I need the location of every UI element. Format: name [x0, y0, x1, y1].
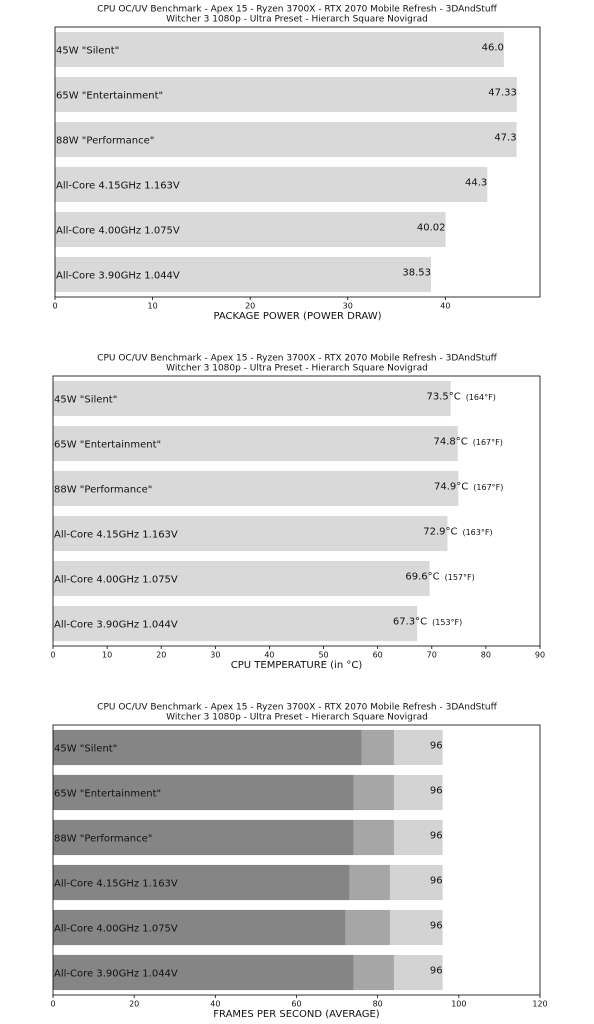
category-label: All-Core 4.00GHz 1.075V	[56, 226, 180, 237]
category-label: 65W "Entertainment"	[54, 789, 161, 800]
plot-frame	[54, 26, 541, 298]
category-label: 45W "Silent"	[54, 395, 117, 406]
category-label: 65W "Entertainment"	[56, 91, 163, 102]
bar	[53, 605, 418, 642]
bar	[55, 166, 488, 203]
value-label: 47.33	[488, 88, 517, 99]
category-label: All-Core 4.15GHz 1.163V	[54, 879, 178, 890]
category-label: All-Core 4.15GHz 1.163V	[56, 181, 180, 192]
x-tick-label: 80	[481, 651, 491, 660]
x-tick-label: 50	[318, 651, 328, 660]
x-tick-label: 0	[50, 651, 55, 660]
secondary-label: (167°F)	[473, 483, 503, 492]
chart-subtitle: Witcher 3 1080p - Ultra Preset - Hierarc…	[166, 713, 428, 723]
secondary-label: (157°F)	[445, 573, 475, 582]
secondary-label: (153°F)	[432, 618, 462, 627]
bar	[55, 256, 431, 293]
value-label: 96	[430, 741, 443, 752]
secondary-label: (163°F)	[462, 528, 492, 537]
value-label: 69.6°C	[405, 572, 439, 583]
value-label: 96	[430, 876, 443, 887]
x-tick-label: 100	[451, 1000, 466, 1009]
value-label: 96	[430, 831, 443, 842]
x-tick-label: 20	[156, 651, 166, 660]
x-axis-label: CPU TEMPERATURE (in °C)	[231, 660, 363, 671]
x-tick-label: 40	[440, 302, 450, 311]
plot-frame	[52, 375, 541, 647]
x-tick-label: 40	[210, 1000, 220, 1009]
bar	[53, 729, 362, 766]
x-tick-label: 20	[129, 1000, 139, 1009]
category-label: 88W "Performance"	[54, 834, 152, 845]
category-label: All-Core 3.90GHz 1.044V	[56, 271, 180, 282]
bar	[53, 515, 448, 552]
bar	[55, 121, 517, 158]
bar	[53, 380, 451, 417]
category-label: All-Core 3.90GHz 1.044V	[54, 620, 178, 631]
bar	[53, 774, 354, 811]
x-tick-label: 10	[102, 651, 112, 660]
category-label: 45W "Silent"	[56, 46, 119, 57]
bar	[55, 211, 446, 248]
value-label: 96	[430, 966, 443, 977]
x-tick-label: 20	[245, 302, 255, 311]
value-label: 74.8°C	[434, 437, 468, 448]
category-label: 88W "Performance"	[56, 136, 154, 147]
value-label: 67.3°C	[393, 617, 427, 628]
chart-subtitle: Witcher 3 1080p - Ultra Preset - Hierarc…	[166, 15, 428, 25]
value-label: 96	[430, 786, 443, 797]
category-label: All-Core 4.00GHz 1.075V	[54, 924, 178, 935]
bar	[55, 76, 517, 113]
bar	[53, 470, 459, 507]
bar	[53, 954, 354, 991]
value-label: 96	[430, 921, 443, 932]
secondary-label: (164°F)	[466, 393, 496, 402]
chart-title: CPU OC/UV Benchmark - Apex 15 - Ryzen 37…	[97, 5, 497, 15]
chart-subtitle: Witcher 3 1080p - Ultra Preset - Hierarc…	[166, 364, 428, 374]
bar	[55, 31, 504, 68]
x-tick-label: 70	[427, 651, 437, 660]
bar	[53, 560, 430, 597]
x-axis-label: FRAMES PER SECOND (AVERAGE)	[213, 1009, 380, 1020]
bar	[53, 909, 346, 946]
value-label: 73.5°C	[426, 392, 460, 403]
x-tick-label: 90	[535, 651, 545, 660]
x-tick-label: 30	[343, 302, 353, 311]
bar	[53, 864, 350, 901]
secondary-label: (167°F)	[473, 438, 503, 447]
x-tick-label: 10	[147, 302, 157, 311]
value-label: 38.53	[402, 268, 431, 279]
category-label: 88W "Performance"	[54, 485, 152, 496]
category-label: 65W "Entertainment"	[54, 440, 161, 451]
category-label: All-Core 4.15GHz 1.163V	[54, 530, 178, 541]
value-label: 72.9°C	[423, 527, 457, 538]
value-label: 44.3	[465, 178, 487, 189]
bar	[53, 425, 458, 462]
category-label: All-Core 3.90GHz 1.044V	[54, 969, 178, 980]
x-tick-label: 120	[532, 1000, 547, 1009]
plot-frame	[52, 724, 541, 996]
x-tick-label: 60	[291, 1000, 301, 1009]
category-label: All-Core 4.00GHz 1.075V	[54, 575, 178, 586]
x-tick-label: 60	[373, 651, 383, 660]
value-label: 74.9°C	[434, 482, 468, 493]
value-label: 46.0	[482, 43, 504, 54]
chart-title: CPU OC/UV Benchmark - Apex 15 - Ryzen 37…	[97, 354, 497, 364]
x-axis-label: PACKAGE POWER (POWER DRAW)	[213, 311, 381, 322]
x-tick-label: 30	[210, 651, 220, 660]
chart-title: CPU OC/UV Benchmark - Apex 15 - Ryzen 37…	[97, 703, 497, 713]
x-tick-label: 0	[52, 302, 57, 311]
value-label: 40.02	[417, 223, 446, 234]
x-tick-label: 0	[50, 1000, 55, 1009]
bar	[53, 819, 354, 856]
value-label: 47.3	[494, 133, 516, 144]
x-tick-label: 80	[373, 1000, 383, 1009]
category-label: 45W "Silent"	[54, 744, 117, 755]
x-tick-label: 40	[264, 651, 274, 660]
